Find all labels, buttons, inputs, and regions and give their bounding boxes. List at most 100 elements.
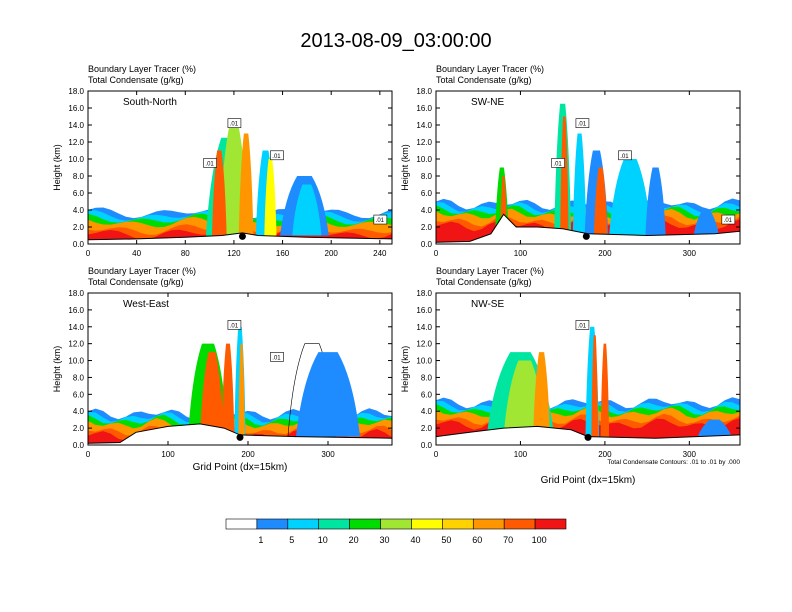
y-tick-label: 16.0 — [416, 306, 432, 315]
contour-label: .01 — [553, 161, 562, 167]
terrain-fill — [88, 423, 392, 445]
panel-nw-se: 0.0 2.0 4.0 6.0 8.0 10.0 12.0 14.0 16.0 18.0 0 100 2… — [400, 266, 741, 459]
colorbar: 1 5 10 20 30 40 50 60 70 100 — [225, 518, 567, 545]
tracer-plume — [572, 133, 587, 236]
y-tick-label: 10.0 — [68, 155, 84, 164]
terrain-line — [88, 232, 392, 241]
y-tick-label: 4.0 — [73, 407, 85, 416]
heatmap-field — [88, 125, 392, 244]
contour-label-box — [575, 320, 590, 330]
contour-note: Total Condensate Contours: .01 to .01 by… — [607, 459, 740, 466]
y-tick-label: 14.0 — [68, 121, 84, 130]
y-tick-label: 4.0 — [73, 206, 85, 215]
y-tick-label: 0.0 — [421, 441, 433, 450]
y-tick-label: 2.0 — [73, 424, 85, 433]
y-tick-label: 0.0 — [421, 240, 433, 249]
y-tick-label: 2.0 — [421, 424, 433, 433]
contour-label-box — [227, 320, 242, 330]
tracer-plume — [600, 343, 610, 437]
x-tick-label: 0 — [434, 249, 439, 258]
tracer-plume — [212, 150, 227, 236]
tracer-plume — [292, 184, 322, 236]
colorbar-label: 70 — [503, 535, 513, 545]
y-axis-label: Height (km) — [400, 346, 410, 393]
x-tick-label: 200 — [598, 249, 612, 258]
x-tick-label: 300 — [683, 450, 697, 459]
x-tick-label: 100 — [161, 450, 175, 459]
y-tick-label: 0.0 — [73, 240, 85, 249]
panel-name: West-East — [123, 299, 169, 310]
y-tick-label: 18.0 — [416, 87, 432, 96]
x-axis-label-right: Grid Point (dx=15km) — [541, 475, 636, 486]
y-tick-label: 8.0 — [73, 172, 85, 181]
y-tick-label: 4.0 — [421, 407, 433, 416]
x-tick-label: 160 — [276, 249, 290, 258]
y-tick-label: 12.0 — [68, 138, 84, 147]
terrain-fill — [436, 426, 740, 445]
y-tick-label: 12.0 — [416, 340, 432, 349]
y-tick-label: 14.0 — [68, 323, 84, 332]
heatmap-field — [436, 103, 740, 244]
colorbar-label: 30 — [380, 535, 390, 545]
colorbar-swatch — [472, 518, 505, 530]
y-tick-label: 18.0 — [68, 87, 84, 96]
terrain-line — [436, 425, 740, 439]
contour-label-box — [227, 118, 242, 128]
panel-west-east: 0.0 2.0 4.0 6.0 8.0 10.0 12.0 14.0 16.0 18.0 0 100 2… — [52, 266, 393, 459]
colorbar-swatch — [349, 518, 381, 530]
tracer-plume — [645, 167, 666, 236]
y-tick-label: 18.0 — [416, 289, 432, 298]
y-tick-label: 16.0 — [68, 306, 84, 315]
location-marker — [584, 433, 592, 441]
contour-label-box — [270, 150, 284, 161]
field-label-condensate: Total Condensate (g/kg) — [88, 75, 184, 85]
tracer-plume — [697, 419, 732, 437]
field-label-tracer: Boundary Layer Tracer (%) — [436, 64, 544, 74]
x-tick-label: 200 — [598, 450, 612, 459]
tracer-plume — [693, 210, 719, 236]
location-marker — [582, 232, 590, 240]
y-tick-label: 8.0 — [73, 373, 85, 382]
colorbar-label: 10 — [318, 535, 328, 545]
contour-label: .01 — [272, 355, 281, 361]
y-tick-label: 2.0 — [73, 223, 85, 232]
colorbar-swatch — [225, 518, 258, 530]
terrain-line — [436, 213, 740, 243]
panel-sw-ne: 0.0 2.0 4.0 6.0 8.0 10.0 12.0 14.0 16.0 18.0 0 100 2… — [400, 64, 741, 258]
x-tick-label: 120 — [227, 249, 241, 258]
y-tick-label: 6.0 — [73, 189, 85, 198]
y-tick-label: 6.0 — [421, 390, 433, 399]
panel-name: South-North — [123, 97, 177, 108]
tracer-plume — [591, 335, 599, 437]
colorbar-swatch — [442, 518, 474, 530]
panel-name: NW-SE — [471, 299, 504, 310]
tracer-plume — [200, 352, 224, 437]
x-tick-label: 80 — [181, 249, 190, 258]
contour-label: .01 — [230, 323, 239, 329]
y-tick-label: 0.0 — [73, 441, 85, 450]
x-tick-label: 40 — [132, 249, 141, 258]
field-label-condensate: Total Condensate (g/kg) — [436, 75, 532, 85]
contour-label: .01 — [578, 323, 587, 329]
contour-label-box — [203, 158, 217, 168]
y-tick-label: 12.0 — [416, 138, 432, 147]
colorbar-label: 40 — [410, 535, 420, 545]
y-axis-label: Height (km) — [52, 346, 62, 393]
contour-label: .01 — [230, 122, 239, 128]
tracer-plume — [221, 343, 235, 437]
x-tick-label: 0 — [434, 450, 439, 459]
tracer-plume — [296, 352, 360, 437]
x-tick-label: 240 — [373, 249, 387, 258]
colorbar-label: 5 — [289, 535, 294, 545]
heatmap-field — [88, 326, 392, 445]
colorbar-swatch — [287, 518, 320, 530]
tracer-plume — [593, 167, 608, 236]
y-tick-label: 16.0 — [68, 104, 84, 113]
colorbar-swatch — [256, 518, 289, 530]
colorbar-label: 20 — [349, 535, 359, 545]
colorbar-label: 50 — [441, 535, 451, 545]
terrain-fill — [436, 214, 740, 244]
contour-label: .01 — [205, 161, 214, 167]
y-tick-label: 10.0 — [416, 357, 432, 366]
